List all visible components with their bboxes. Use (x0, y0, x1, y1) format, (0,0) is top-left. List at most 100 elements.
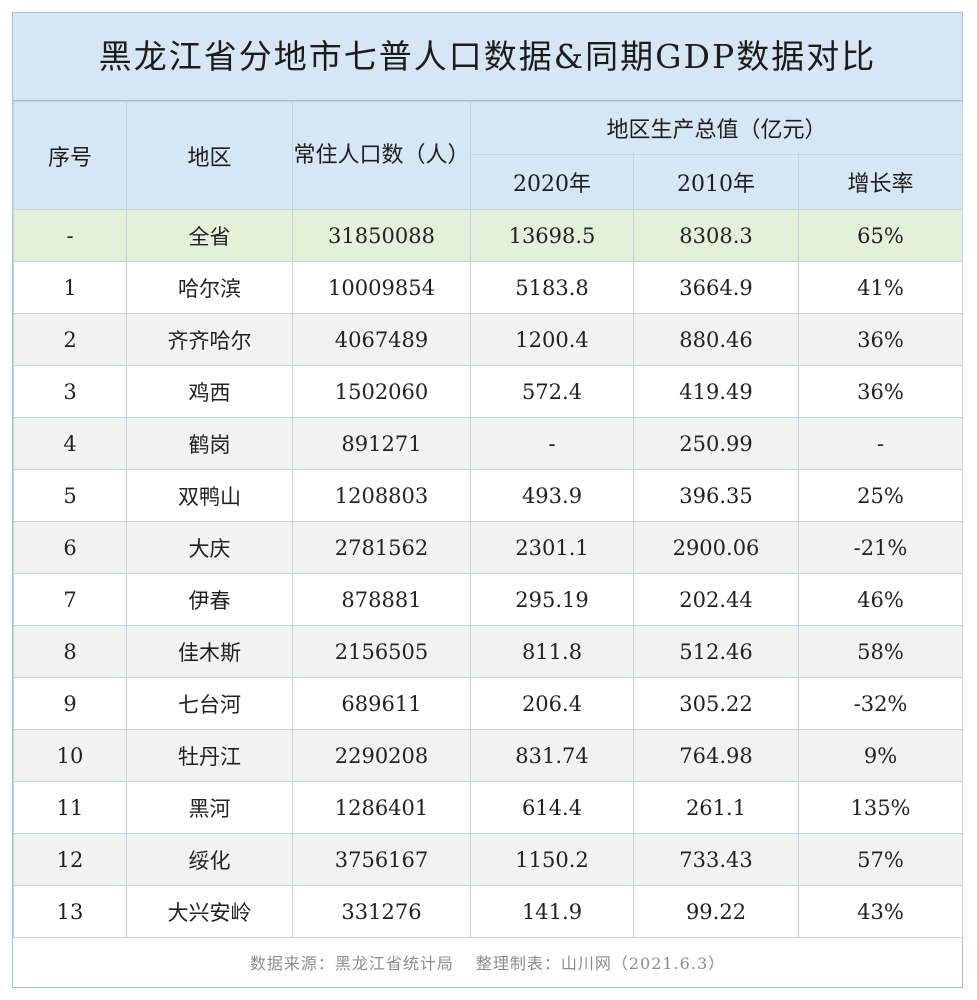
cell-region: 鸡西 (126, 365, 293, 418)
header-population: 常住人口数（人） (292, 101, 471, 210)
cell-gdp-2020: 2301.1 (470, 521, 634, 574)
cell-gdp-2010: 396.35 (633, 469, 799, 522)
cell-population: 2156505 (292, 625, 471, 678)
table-row: 6 大庆 2781562 2301.1 2900.06 -21% (13, 521, 963, 574)
cell-growth: -21% (798, 521, 963, 574)
cell-index: 4 (13, 417, 127, 470)
cell-gdp-2020: 5183.8 (470, 261, 634, 314)
header-index: 序号 (13, 101, 127, 210)
cell-growth: 25% (798, 469, 963, 522)
cell-growth: -32% (798, 677, 963, 730)
cell-growth: 36% (798, 313, 963, 366)
cell-growth: 58% (798, 625, 963, 678)
cell-gdp-2020: 831.74 (470, 729, 634, 782)
cell-growth: 57% (798, 833, 963, 886)
table-row: 8 佳木斯 2156505 811.8 512.46 58% (13, 625, 963, 678)
cell-gdp-2010: 419.49 (633, 365, 799, 418)
cell-region: 全省 (126, 209, 293, 262)
cell-gdp-2020: 206.4 (470, 677, 634, 730)
cell-region: 佳木斯 (126, 625, 293, 678)
cell-gdp-2020: 1150.2 (470, 833, 634, 886)
cell-gdp-2010: 512.46 (633, 625, 799, 678)
cell-gdp-2020: 614.4 (470, 781, 634, 834)
cell-population: 1208803 (292, 469, 471, 522)
cell-index: 6 (13, 521, 127, 574)
cell-gdp-2010: 733.43 (633, 833, 799, 886)
cell-index: 13 (13, 885, 127, 938)
table-row: 11 黑河 1286401 614.4 261.1 135% (13, 781, 963, 834)
cell-growth: 135% (798, 781, 963, 834)
cell-population: 878881 (292, 573, 471, 626)
cell-gdp-2020: 1200.4 (470, 313, 634, 366)
cell-gdp-2010: 880.46 (633, 313, 799, 366)
cell-population: 2290208 (292, 729, 471, 782)
table-row: 3 鸡西 1502060 572.4 419.49 36% (13, 365, 963, 418)
cell-gdp-2020: 572.4 (470, 365, 634, 418)
footer-note: 数据来源：黑龙江省统计局 整理制表：山川网（2021.6.3） (13, 941, 962, 987)
cell-gdp-2020: 811.8 (470, 625, 634, 678)
cell-gdp-2020: 13698.5 (470, 209, 634, 262)
cell-population: 10009854 (292, 261, 471, 314)
cell-gdp-2010: 261.1 (633, 781, 799, 834)
header-region: 地区 (126, 101, 293, 210)
table-row: 13 大兴安岭 331276 141.9 99.22 43% (13, 885, 963, 938)
cell-region: 哈尔滨 (126, 261, 293, 314)
cell-gdp-2020: 141.9 (470, 885, 634, 938)
cell-population: 4067489 (292, 313, 471, 366)
data-table: 序号 地区 常住人口数（人） 地区生产总值（亿元） 2020年 2010年 增长… (13, 101, 963, 938)
table-row: 5 双鸭山 1208803 493.9 396.35 25% (13, 469, 963, 522)
cell-region: 齐齐哈尔 (126, 313, 293, 366)
table-header: 序号 地区 常住人口数（人） 地区生产总值（亿元） 2020年 2010年 增长… (13, 101, 963, 210)
cell-index: 7 (13, 573, 127, 626)
cell-population: 891271 (292, 417, 471, 470)
cell-region: 鹤岗 (126, 417, 293, 470)
cell-region: 七台河 (126, 677, 293, 730)
cell-population: 1502060 (292, 365, 471, 418)
table-row: 9 七台河 689611 206.4 305.22 -32% (13, 677, 963, 730)
table-title: 黑龙江省分地市七普人口数据&同期GDP数据对比 (13, 13, 962, 101)
cell-gdp-2010: 202.44 (633, 573, 799, 626)
cell-growth: - (798, 417, 963, 470)
header-gdp-2010: 2010年 (633, 154, 799, 210)
cell-population: 2781562 (292, 521, 471, 574)
cell-gdp-2010: 2900.06 (633, 521, 799, 574)
header-growth: 增长率 (798, 154, 963, 210)
cell-index: 11 (13, 781, 127, 834)
cell-gdp-2020: - (470, 417, 634, 470)
cell-region: 大庆 (126, 521, 293, 574)
cell-index: 5 (13, 469, 127, 522)
cell-gdp-2010: 3664.9 (633, 261, 799, 314)
header-gdp-2020: 2020年 (470, 154, 634, 210)
cell-index: 8 (13, 625, 127, 678)
cell-gdp-2010: 764.98 (633, 729, 799, 782)
cell-growth: 65% (798, 209, 963, 262)
cell-population: 689611 (292, 677, 471, 730)
cell-index: 10 (13, 729, 127, 782)
cell-index: - (13, 209, 127, 262)
cell-gdp-2010: 305.22 (633, 677, 799, 730)
cell-region: 黑河 (126, 781, 293, 834)
table-row: 12 绥化 3756167 1150.2 733.43 57% (13, 833, 963, 886)
table-row: 10 牡丹江 2290208 831.74 764.98 9% (13, 729, 963, 782)
cell-region: 伊春 (126, 573, 293, 626)
cell-index: 2 (13, 313, 127, 366)
cell-population: 3756167 (292, 833, 471, 886)
cell-region: 大兴安岭 (126, 885, 293, 938)
cell-index: 1 (13, 261, 127, 314)
cell-growth: 9% (798, 729, 963, 782)
cell-index: 9 (13, 677, 127, 730)
header-gdp-group: 地区生产总值（亿元） (470, 101, 963, 155)
table-row-total: - 全省 31850088 13698.5 8308.3 65% (13, 209, 963, 262)
table-body: - 全省 31850088 13698.5 8308.3 65% 1 哈尔滨 10009854 5… (13, 209, 963, 938)
cell-region: 双鸭山 (126, 469, 293, 522)
cell-gdp-2010: 8308.3 (633, 209, 799, 262)
table-frame: 黑龙江省分地市七普人口数据&同期GDP数据对比 序号 地区 常住人口数（人） 地… (12, 12, 963, 988)
cell-population: 31850088 (292, 209, 471, 262)
footer-made-by: 整理制表：山川网（2021.6.3） (475, 954, 726, 973)
table-row: 4 鹤岗 891271-250.99- (13, 417, 963, 470)
table-row: 1 哈尔滨 10009854 5183.8 3664.9 41% (13, 261, 963, 314)
cell-gdp-2010: 99.22 (633, 885, 799, 938)
footer-source: 数据来源：黑龙江省统计局 (249, 954, 454, 973)
cell-growth: 43% (798, 885, 963, 938)
cell-population: 331276 (292, 885, 471, 938)
